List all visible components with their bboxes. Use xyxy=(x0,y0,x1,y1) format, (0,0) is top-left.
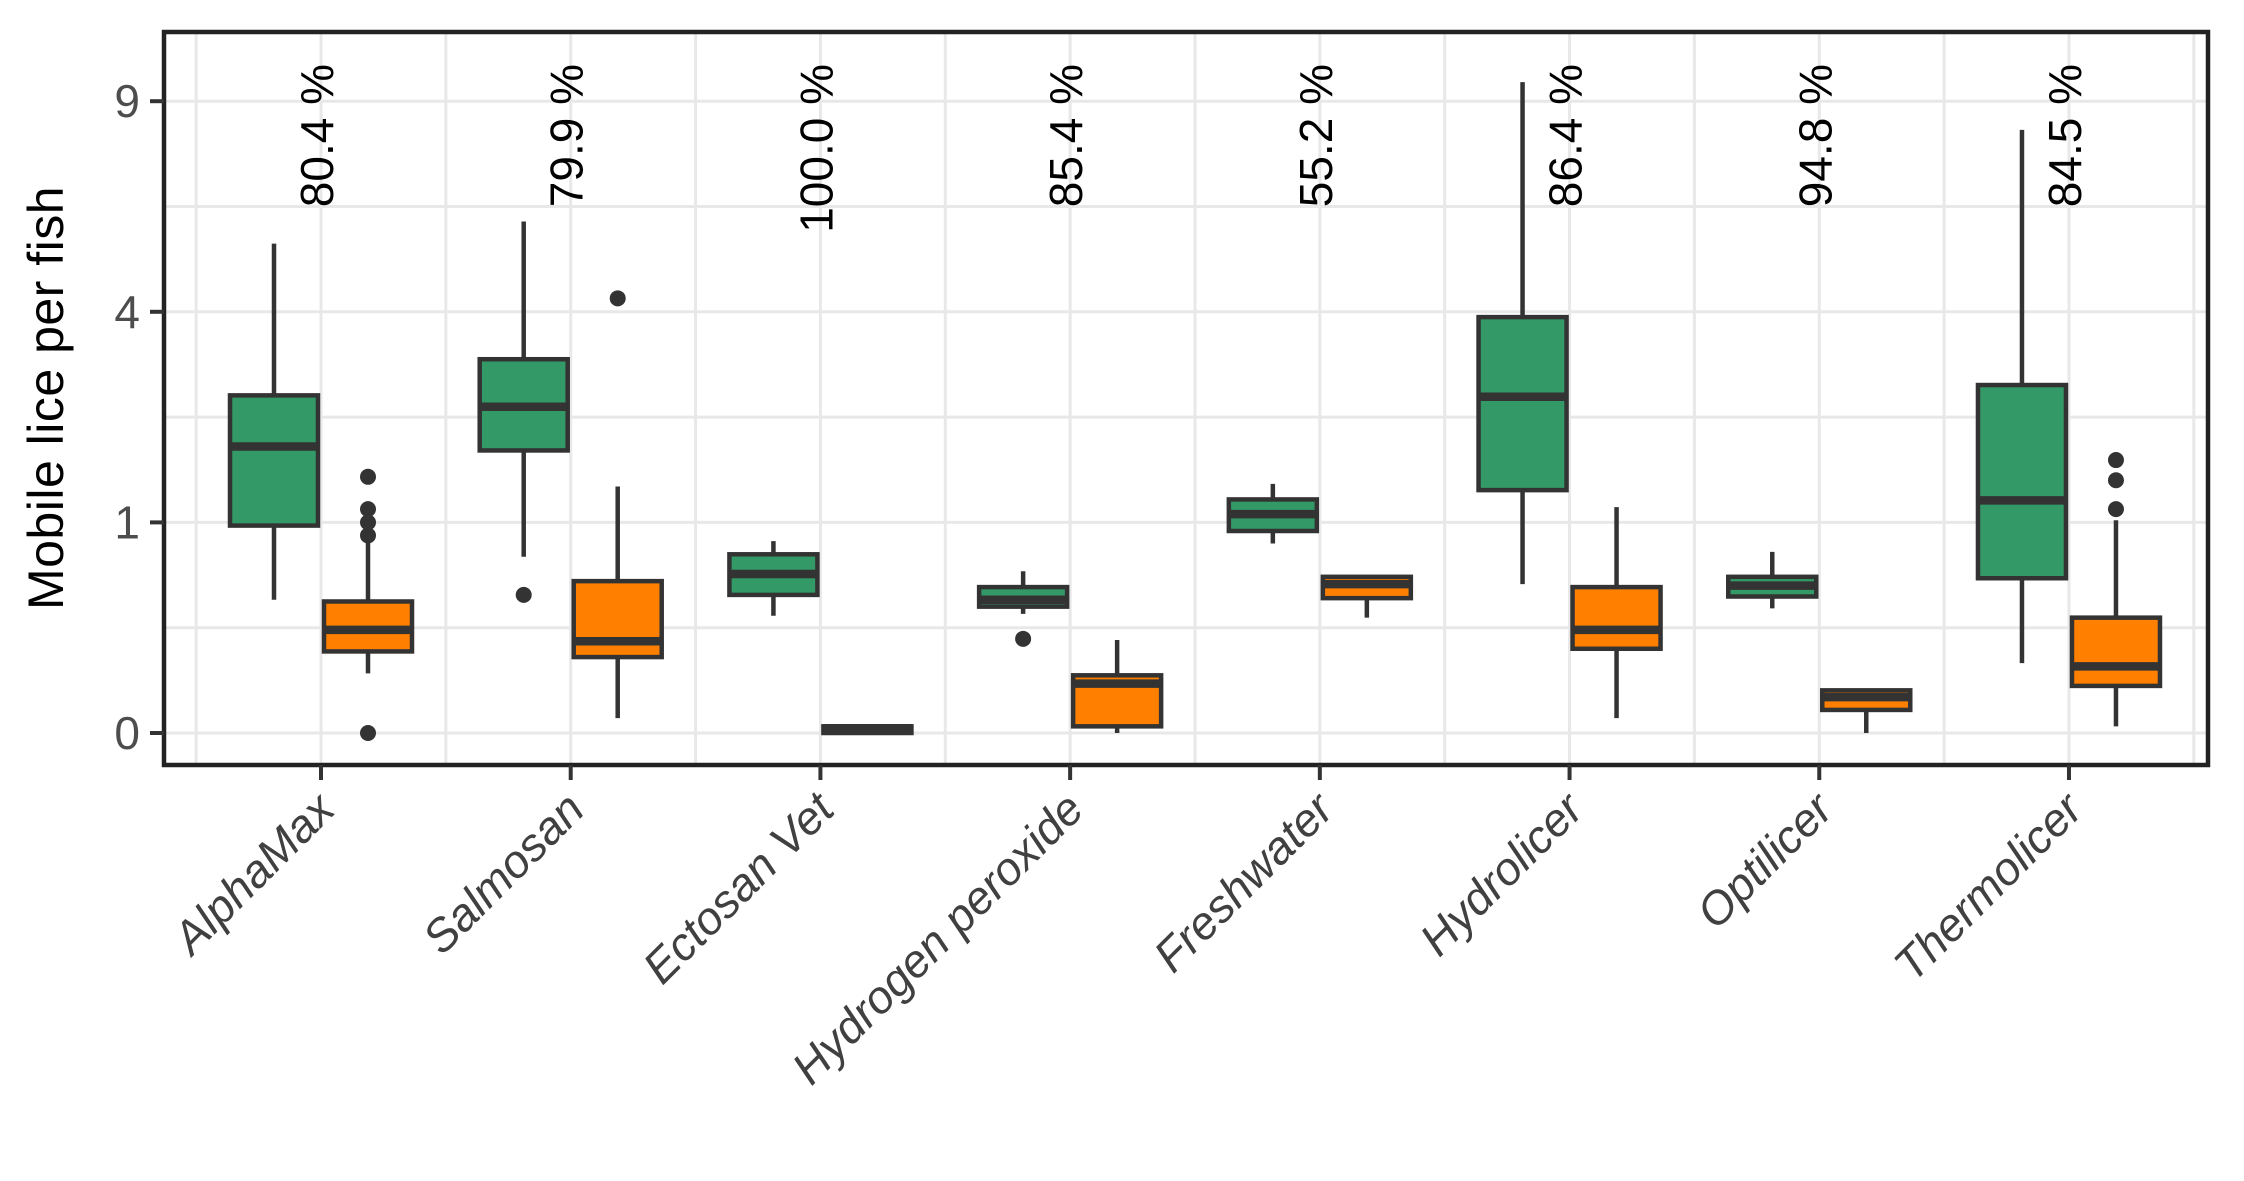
boxplot-hydrogen-peroxide-pre-treatment xyxy=(976,571,1070,647)
iqr-box xyxy=(2069,615,2163,689)
boxplot-hydrolicer-post-treatment xyxy=(1570,507,1663,719)
boxplot-alphamax-pre-treatment xyxy=(227,243,321,600)
boxplot-salmosan-post-treatment xyxy=(571,290,664,719)
gridlines xyxy=(164,32,2208,765)
percent-reduction-label: 86.4 % xyxy=(1540,64,1592,207)
percent-reduction-label: 79.9 % xyxy=(541,64,593,207)
y-tick-label: 9 xyxy=(114,75,140,127)
outlier-point xyxy=(2107,472,2124,489)
percent-reduction-label: 85.4 % xyxy=(1040,64,1092,207)
iqr-box xyxy=(227,393,321,528)
percent-reduction-label: 94.8 % xyxy=(1789,64,1841,207)
boxplot-alphamax-post-treatment xyxy=(321,468,415,741)
iqr-box xyxy=(1476,314,1569,493)
boxplot-ectosan-vet-pre-treatment xyxy=(727,541,820,616)
outlier-point xyxy=(2107,452,2124,469)
iqr-box xyxy=(1570,584,1663,652)
boxplot-freshwater-post-treatment xyxy=(1320,574,1414,618)
boxplot-hydrolicer-pre-treatment xyxy=(1476,82,1569,585)
outlier-point xyxy=(360,514,376,531)
percent-reduction-label: 100.0 % xyxy=(790,64,842,233)
boxplot-thermolicer-post-treatment xyxy=(2069,452,2163,727)
panel-background xyxy=(164,32,2208,765)
boxplot-salmosan-pre-treatment xyxy=(477,221,570,603)
boxplot-freshwater-pre-treatment xyxy=(1226,483,1320,544)
iqr-box xyxy=(571,578,664,660)
boxplot-optilicer-post-treatment xyxy=(1820,688,1913,733)
percent-labels: 80.4 % 79.9 % 100.0 % 85.4 % 55.2 % 86.4 % 94.… xyxy=(291,64,2091,233)
y-tick-label: 4 xyxy=(114,286,140,338)
boxplot-hydrogen-peroxide-post-treatment xyxy=(1070,640,1164,733)
outlier-point xyxy=(609,290,626,307)
panel-border xyxy=(161,29,2211,768)
boxplot-thermolicer-pre-treatment xyxy=(1975,129,2069,664)
outlier-point xyxy=(360,527,376,544)
y-tick-label: 0 xyxy=(114,707,140,759)
outlier-point xyxy=(360,501,376,518)
outlier-point xyxy=(360,725,376,741)
percent-reduction-label: 84.5 % xyxy=(2039,64,2091,207)
boxplot-optilicer-pre-treatment xyxy=(1726,551,1819,609)
y-axis: 0 1 4 9 xyxy=(114,75,164,759)
y-axis-title: Mobile lice per fish xyxy=(18,185,74,611)
outlier-point xyxy=(1015,630,1032,647)
boxplot-ectosan-vet-post-treatment xyxy=(821,724,914,736)
outlier-point xyxy=(2107,501,2124,518)
iqr-box xyxy=(1975,382,2069,581)
percent-reduction-label: 55.2 % xyxy=(1290,64,1342,207)
percent-reduction-label: 80.4 % xyxy=(291,64,343,207)
outlier-point xyxy=(515,586,532,603)
outlier-point xyxy=(360,468,376,485)
y-tick-label: 1 xyxy=(114,496,140,548)
